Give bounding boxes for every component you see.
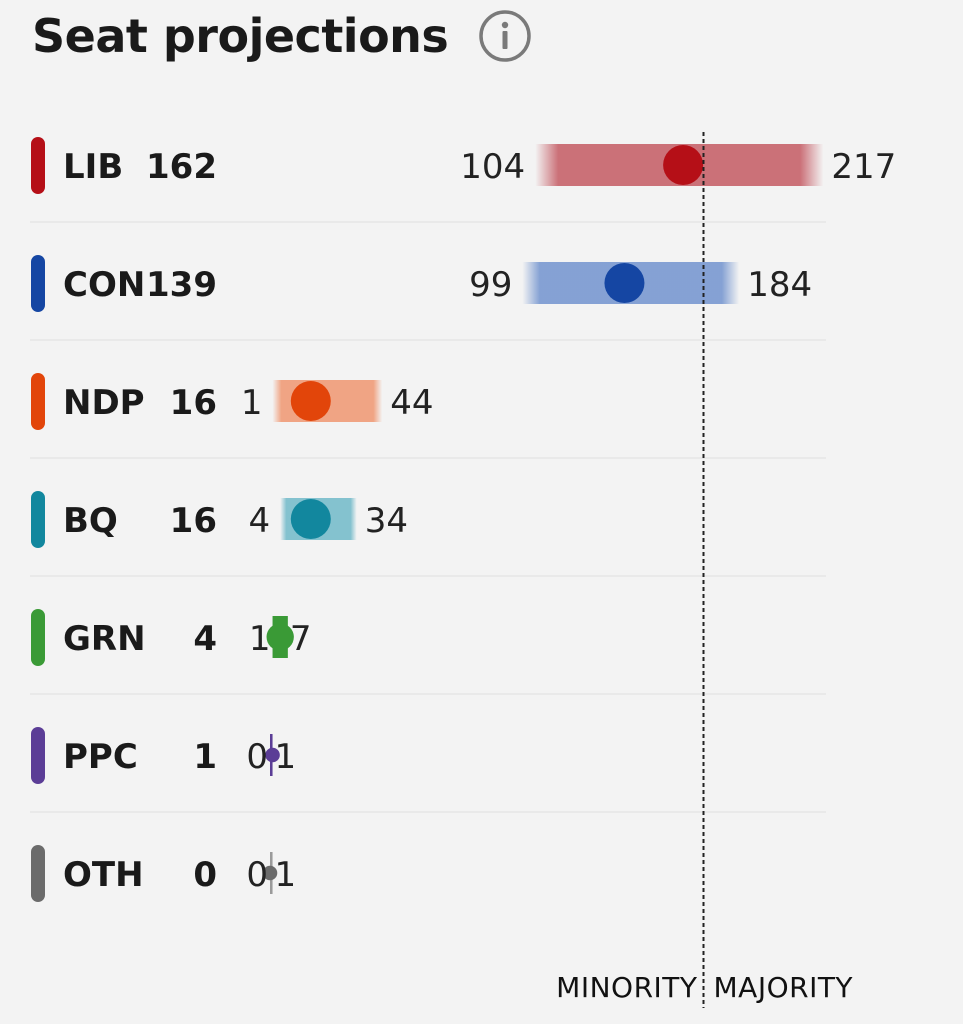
party-projection-oth: 0 <box>193 855 217 895</box>
range-low-oth: 0 <box>246 855 268 895</box>
projection-dot-lib <box>663 145 704 185</box>
range-high-bq: 34 <box>365 501 408 541</box>
party-color-tab-ndp <box>31 373 45 430</box>
minority-label: MINORITY <box>556 971 698 1004</box>
range-low-lib: 104 <box>460 147 525 187</box>
header: Seat projections <box>32 6 532 66</box>
range-high-ppc: 1 <box>275 737 297 777</box>
page-title: Seat projections <box>32 9 449 63</box>
range-low-con: 99 <box>469 265 512 305</box>
party-name-con: CON <box>63 265 145 305</box>
party-projection-con: 139 <box>146 265 217 305</box>
party-name-oth: OTH <box>63 855 144 895</box>
party-color-tab-ppc <box>31 727 45 784</box>
party-color-tab-oth <box>31 845 45 902</box>
party-name-ppc: PPC <box>63 737 138 777</box>
range-low-grn: 1 <box>249 619 271 659</box>
party-name-ndp: NDP <box>63 383 145 423</box>
party-projection-ndp: 16 <box>170 383 217 423</box>
party-projection-grn: 4 <box>193 619 217 659</box>
range-high-oth: 1 <box>275 855 297 895</box>
projection-dot-grn <box>266 623 294 651</box>
range-high-lib: 217 <box>831 147 896 187</box>
projection-dot-con <box>604 263 645 303</box>
party-name-grn: GRN <box>63 619 146 659</box>
party-color-tab-lib <box>31 137 45 194</box>
party-name-bq: BQ <box>63 501 118 541</box>
range-high-con: 184 <box>747 265 812 305</box>
party-color-tab-bq <box>31 491 45 548</box>
projection-dot-ndp <box>290 381 331 421</box>
projection-dot-ppc <box>265 747 280 763</box>
info-circle-icon[interactable] <box>478 9 532 63</box>
majority-label: MAJORITY <box>714 971 854 1004</box>
party-projection-ppc: 1 <box>193 737 217 777</box>
party-projection-lib: 162 <box>146 147 217 187</box>
projection-dot-oth <box>262 865 278 881</box>
range-low-bq: 4 <box>249 501 271 541</box>
party-color-tab-con <box>31 255 45 312</box>
party-color-tab-grn <box>31 609 45 666</box>
range-low-ppc: 0 <box>246 737 268 777</box>
party-projection-bq: 16 <box>170 501 217 541</box>
range-low-ndp: 1 <box>241 383 263 423</box>
range-high-grn: 7 <box>290 619 312 659</box>
party-name-lib: LIB <box>63 147 123 187</box>
range-high-ndp: 44 <box>390 383 433 423</box>
projection-dot-bq <box>290 499 331 539</box>
